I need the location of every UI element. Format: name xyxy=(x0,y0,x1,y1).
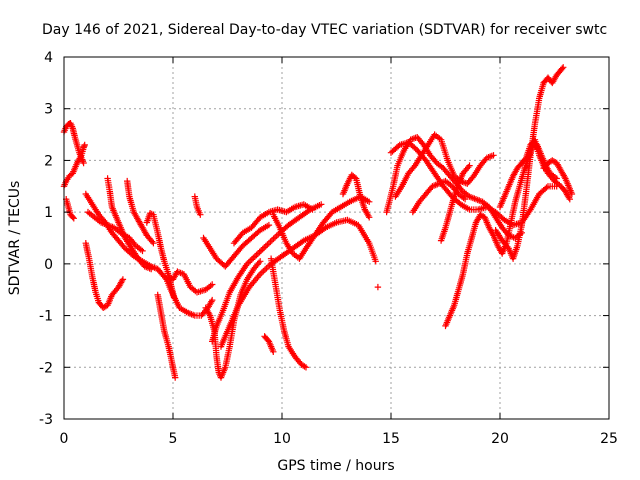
y-tick-label: -1 xyxy=(39,309,53,325)
plus-markers xyxy=(230,201,316,247)
plus-markers xyxy=(82,190,216,319)
y-axis-tick-labels: -3 -2 -1 0 1 2 3 4 xyxy=(39,50,53,428)
plus-markers xyxy=(217,216,379,350)
series-arc25 xyxy=(387,139,560,229)
series-arc14 xyxy=(209,201,325,345)
series-arc19 xyxy=(267,255,310,371)
axis-ticks xyxy=(63,56,610,420)
series-arc16 xyxy=(200,221,273,270)
x-tick-label: 5 xyxy=(169,431,178,447)
x-tick-label: 15 xyxy=(382,431,400,447)
plus-markers xyxy=(267,255,310,371)
data-points xyxy=(60,64,576,381)
y-tick-label: 2 xyxy=(44,153,53,169)
x-tick-label: 20 xyxy=(491,431,509,447)
series-arc12 xyxy=(191,193,204,218)
series-arc3 xyxy=(63,196,77,222)
y-tick-label: -3 xyxy=(39,412,53,428)
plus-markers xyxy=(496,136,573,211)
y-axis-label: SDTVAR / TECUs xyxy=(7,181,23,296)
y-tick-label: 1 xyxy=(44,205,53,221)
y-tick-label: 3 xyxy=(44,102,53,118)
series-arc4 xyxy=(82,190,216,319)
x-axis-label: GPS time / hours xyxy=(277,458,394,474)
plus-markers xyxy=(165,268,216,296)
plus-markers xyxy=(261,333,277,355)
series-arc8 xyxy=(124,177,157,247)
plus-markers xyxy=(540,157,576,198)
series-arc2 xyxy=(60,120,87,167)
plus-markers xyxy=(270,193,373,262)
grid xyxy=(64,57,609,419)
plus-markers xyxy=(63,196,77,222)
series-arc18 xyxy=(261,333,277,355)
chart-title: Day 146 of 2021, Sidereal Day-to-day VTE… xyxy=(42,22,607,38)
plus-markers xyxy=(82,240,127,311)
series-arc31 xyxy=(540,157,576,198)
plus-markers xyxy=(143,210,178,301)
series-arc24 xyxy=(392,131,497,200)
series-arc7 xyxy=(104,175,155,273)
plus-markers xyxy=(409,177,469,216)
plot-frame xyxy=(63,56,610,420)
series-arc20 xyxy=(270,193,373,262)
plus-markers xyxy=(374,283,382,291)
plus-markers xyxy=(492,64,567,262)
y-tick-label: 0 xyxy=(44,257,53,273)
plus-markers xyxy=(104,175,155,273)
y-tick-label: -2 xyxy=(39,360,53,376)
series-arc27 xyxy=(437,162,473,244)
plus-markers xyxy=(200,221,273,270)
series-arc30 xyxy=(496,136,573,211)
y-tick-label: 4 xyxy=(44,50,53,66)
x-axis-tick-labels: 0 5 10 15 20 25 xyxy=(60,431,618,447)
x-tick-label: 0 xyxy=(60,431,69,447)
plus-markers xyxy=(209,201,325,345)
x-tick-label: 25 xyxy=(600,431,618,447)
series-arc17 xyxy=(230,201,316,247)
plus-markers xyxy=(392,131,497,200)
plus-markers xyxy=(60,120,87,167)
plus-markers xyxy=(154,291,179,381)
series-arc11 xyxy=(165,268,216,296)
plus-markers xyxy=(437,162,473,244)
plus-markers xyxy=(339,171,373,221)
plus-markers xyxy=(124,177,157,247)
series-arc9 xyxy=(143,210,178,301)
series-arc22 xyxy=(374,283,382,291)
plus-markers xyxy=(191,193,204,218)
series-arc29 xyxy=(492,64,567,262)
series-arc5 xyxy=(82,240,127,311)
plus-markers xyxy=(387,139,560,229)
x-tick-label: 10 xyxy=(273,431,291,447)
series-arc10 xyxy=(154,291,179,381)
series-arc21 xyxy=(339,171,373,221)
series-arc15 xyxy=(217,216,379,350)
series-arc26 xyxy=(409,177,469,216)
